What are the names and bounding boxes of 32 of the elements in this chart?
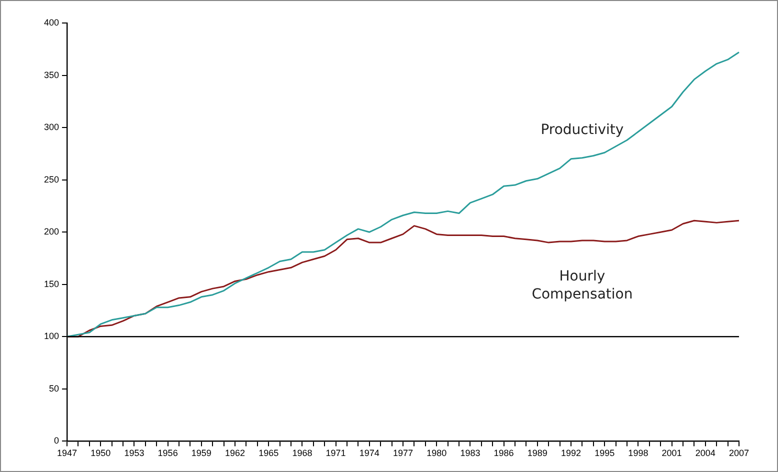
x-tick-label: 1977 (392, 448, 414, 458)
x-tick-label: 1962 (224, 448, 246, 458)
x-tick-label: 1968 (292, 448, 312, 458)
x-tick-label: 2004 (695, 448, 716, 458)
x-tick-label: 1974 (359, 448, 380, 458)
y-tick-label: 100 (44, 331, 60, 342)
x-tick-label: 1995 (594, 448, 615, 458)
y-tick-label: 50 (49, 383, 60, 394)
x-tick-label: 2001 (662, 448, 682, 458)
y-tick-label: 350 (44, 70, 60, 80)
x-tick-label: 1965 (258, 448, 279, 458)
x-tick-label: 1992 (560, 448, 582, 458)
x-tick-label: 1980 (426, 448, 447, 458)
y-tick-label: 400 (44, 17, 60, 28)
y-tick-label: 300 (44, 122, 60, 132)
x-tick-label: 1998 (628, 448, 648, 458)
x-tick-label: 2007 (728, 448, 750, 458)
x-tick-label: 1947 (57, 448, 78, 458)
x-tick-label: 1956 (158, 448, 178, 458)
x-tick-label: 1959 (191, 448, 212, 458)
y-tick-label: 0 (54, 436, 60, 446)
x-tick-label: 1950 (90, 448, 111, 458)
x-tick-label: 1953 (124, 448, 144, 458)
text: Hourly Compensation (532, 268, 633, 302)
y-tick-label: 250 (44, 174, 60, 184)
x-tick-label: 1986 (494, 448, 514, 458)
y-tick-label: 150 (44, 278, 60, 289)
x-tick-label: 1989 (527, 448, 548, 458)
y-tick-label: 200 (44, 226, 60, 237)
x-tick-label: 1971 (326, 448, 346, 458)
series-label: Productivity (540, 122, 624, 138)
x-tick-label: 1983 (460, 448, 480, 458)
